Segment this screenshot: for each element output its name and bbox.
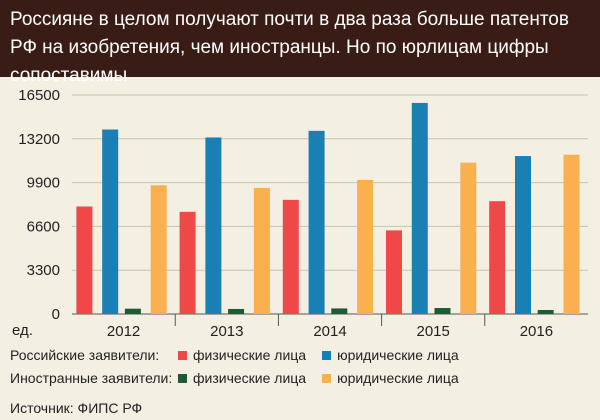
y-tick-label: 6600 xyxy=(27,218,60,235)
legend-swatch-russian-legal xyxy=(322,350,332,360)
bar-russian-legal xyxy=(308,130,325,314)
x-tick-label: 2016 xyxy=(520,323,553,340)
y-tick-label: 13200 xyxy=(18,131,60,148)
bar-russian-individuals xyxy=(385,230,402,314)
legend-text-russian-individuals: физические лица xyxy=(193,347,307,363)
x-tick-label: 2013 xyxy=(210,323,243,340)
legend-item-foreign-individuals: физические лица xyxy=(178,370,306,386)
x-tick-label: 2012 xyxy=(107,323,140,340)
chart-title: Россияне в целом получают почти в два ра… xyxy=(10,9,569,86)
legend-swatch-foreign-legal xyxy=(322,373,332,383)
y-tick-label: 0 xyxy=(52,306,60,323)
bar-foreign-individuals xyxy=(537,310,554,314)
bar-foreign-legal xyxy=(150,185,167,314)
legend-swatch-foreign-individuals xyxy=(178,373,187,383)
bar-foreign-legal xyxy=(253,187,270,314)
bar-russian-legal xyxy=(514,156,531,314)
legend-text-foreign-legal: юридические лица xyxy=(337,370,459,386)
bar-foreign-legal xyxy=(563,154,580,314)
bar-foreign-individuals xyxy=(124,308,141,314)
legend-foreign-label: Иностранные заявители: xyxy=(10,370,173,386)
legend-russian-label: Российские заявители: xyxy=(10,347,160,363)
bar-foreign-individuals xyxy=(228,308,245,314)
y-tick-label: 3300 xyxy=(27,262,60,279)
bar-russian-legal xyxy=(102,129,119,314)
legend-swatch-russian-individuals xyxy=(178,350,187,360)
y-tick-label: 16500 xyxy=(18,87,60,104)
legend-item-russian-individuals: физические лица xyxy=(178,347,306,363)
bar-russian-legal xyxy=(205,137,222,314)
legend-item-russian-legal: юридические лица xyxy=(322,347,459,363)
bar-russian-individuals xyxy=(179,211,196,314)
x-tick-label: 2015 xyxy=(417,323,450,340)
legend-row-russian: Российские заявители: физические лица юр… xyxy=(10,347,475,363)
x-tick-label: 2014 xyxy=(313,323,346,340)
title-bar: Россияне в целом получают почти в два ра… xyxy=(0,0,600,86)
legend-text-russian-legal: юридические лица xyxy=(337,347,459,363)
legend-text-foreign-individuals: физические лица xyxy=(193,370,307,386)
y-unit-label: ед. xyxy=(12,322,33,339)
y-tick-label: 9900 xyxy=(27,175,60,192)
bar-foreign-individuals xyxy=(434,308,451,314)
source-note: Источник: ФИПС РФ xyxy=(10,400,143,416)
bar-foreign-legal xyxy=(357,179,374,314)
bar-foreign-legal xyxy=(460,162,477,314)
bar-russian-individuals xyxy=(282,199,299,314)
bar-foreign-individuals xyxy=(331,308,348,314)
legend-item-foreign-legal: юридические лица xyxy=(322,370,459,386)
bar-russian-legal xyxy=(411,102,428,314)
bar-russian-individuals xyxy=(489,201,506,314)
bar-russian-individuals xyxy=(76,206,93,314)
bar-chart: 0 3300 6600 9900 13200 16500 ед. 2012 2013 2014 20… xyxy=(12,87,588,340)
legend-row-foreign: Иностранные заявители: физические лица ю… xyxy=(10,370,475,386)
